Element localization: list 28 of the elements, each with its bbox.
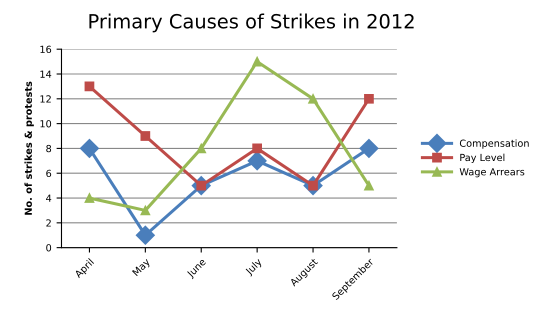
point <box>248 151 267 170</box>
y-tick-label: 16 <box>40 46 52 54</box>
point <box>84 193 94 203</box>
point <box>359 138 378 158</box>
point <box>84 82 94 92</box>
legend-label: Compensation <box>460 139 529 149</box>
point <box>136 226 155 245</box>
y-tick-label: 6 <box>46 170 52 178</box>
point <box>140 206 150 216</box>
legend-label: Wage Arrears <box>460 168 524 178</box>
point <box>252 144 262 154</box>
y-tick-label: 12 <box>40 95 51 103</box>
point <box>308 94 318 104</box>
y-tick-label: 14 <box>40 70 52 78</box>
point <box>140 131 150 141</box>
y-axis-title: No. of strikes & protests <box>24 82 34 215</box>
point <box>80 138 99 158</box>
point <box>364 180 374 190</box>
y-tick-label: 2 <box>46 219 51 227</box>
chart-title: Primary Causes of Strikes in 2012 <box>89 14 414 32</box>
y-tick-label: 10 <box>40 120 52 128</box>
point <box>364 94 374 104</box>
y-tick-label: 8 <box>46 144 52 152</box>
legend-label: Pay Level <box>460 154 504 164</box>
y-tick-label: 4 <box>46 194 52 202</box>
y-tick-label: 0 <box>46 244 52 252</box>
point <box>196 144 206 154</box>
point <box>252 56 262 66</box>
